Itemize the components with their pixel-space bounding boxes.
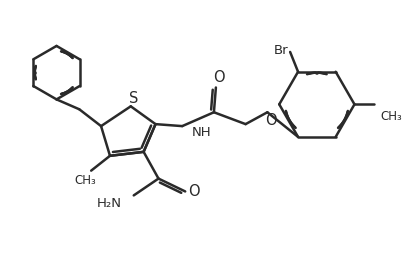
Text: CH₃: CH₃ xyxy=(74,174,96,187)
Text: H₂N: H₂N xyxy=(97,197,122,210)
Text: S: S xyxy=(129,91,139,106)
Text: Br: Br xyxy=(274,44,289,57)
Text: O: O xyxy=(266,113,277,128)
Text: CH₃: CH₃ xyxy=(380,110,402,123)
Text: O: O xyxy=(213,70,225,85)
Text: NH: NH xyxy=(192,125,212,139)
Text: O: O xyxy=(188,184,200,199)
